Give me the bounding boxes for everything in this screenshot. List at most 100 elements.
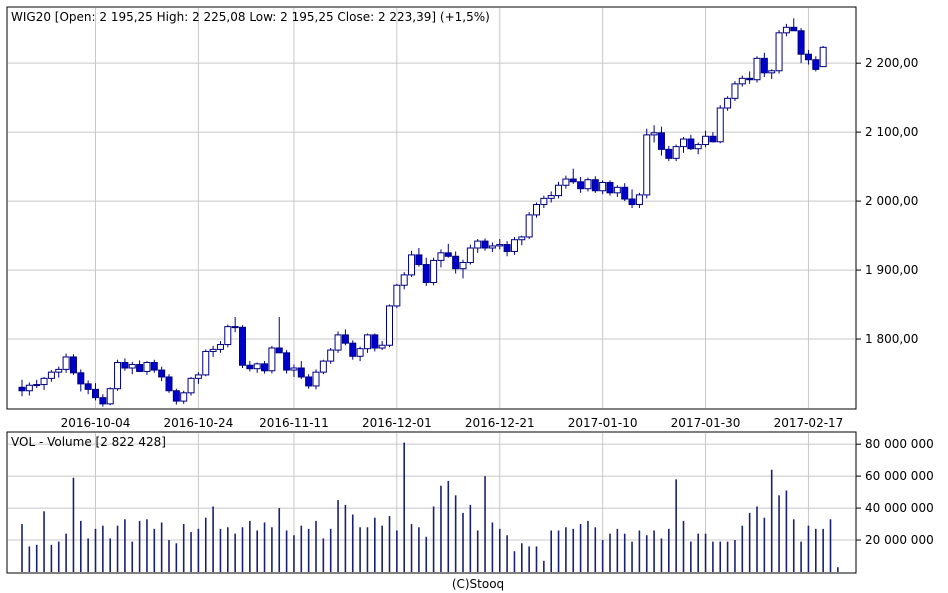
candle xyxy=(591,176,599,193)
candle-body-up xyxy=(143,361,151,372)
price-x-tick-label: 2017-01-30 xyxy=(671,416,741,430)
candle-body-up xyxy=(738,77,746,85)
candle xyxy=(694,142,702,155)
candle-body-down xyxy=(305,376,313,387)
candle-body-down xyxy=(665,148,673,159)
candle-body-down xyxy=(606,181,614,194)
candle-body-up xyxy=(430,259,438,283)
candle-body-down xyxy=(790,26,798,32)
candle xyxy=(562,175,570,189)
candle xyxy=(804,50,812,65)
candle-body-up xyxy=(562,178,570,186)
candle-body-down xyxy=(165,376,173,392)
candle-body-down xyxy=(92,388,99,399)
candle xyxy=(69,354,77,375)
candle-body-up xyxy=(547,195,555,199)
candle-body-up xyxy=(224,326,232,346)
candle-body-down xyxy=(569,178,577,183)
candle-body-down xyxy=(746,77,754,81)
candle-body-down xyxy=(158,369,166,378)
candle-body-up xyxy=(290,367,298,371)
candle xyxy=(55,366,63,378)
candle xyxy=(92,383,99,401)
candle xyxy=(187,376,195,396)
candle xyxy=(430,257,438,286)
candle xyxy=(194,372,202,384)
candle-body-up xyxy=(459,261,467,270)
candle-body-up xyxy=(635,194,643,206)
candle-body-down xyxy=(812,59,820,70)
candle xyxy=(510,236,518,255)
candle-body-down xyxy=(657,132,665,150)
candle-body-down xyxy=(77,372,85,385)
candle-body-up xyxy=(643,134,651,196)
candlestick-series xyxy=(18,18,827,407)
candle xyxy=(503,241,511,257)
candle-body-up xyxy=(819,46,827,68)
candle-body-down xyxy=(444,252,452,257)
price-x-tick-label: 2016-12-01 xyxy=(362,416,432,430)
volume-y-axis: 20 000 000 40 000 000 60 000 000 80 000 000 xyxy=(856,437,934,547)
candle-body-down xyxy=(136,364,144,372)
candle-body-up xyxy=(474,240,482,249)
candle xyxy=(128,361,136,375)
candle-body-up xyxy=(488,245,496,249)
price-x-tick-label: 2016-10-24 xyxy=(164,416,234,430)
candle xyxy=(466,244,474,265)
candle xyxy=(665,145,673,162)
candle xyxy=(628,189,636,208)
candle xyxy=(283,350,291,374)
candle-body-up xyxy=(386,305,393,346)
candle-body-up xyxy=(599,181,607,192)
candle xyxy=(275,316,283,354)
candle-body-up xyxy=(25,384,33,392)
candle-body-up xyxy=(731,83,739,99)
candle xyxy=(33,379,41,388)
candle-body-up xyxy=(613,186,621,194)
candle xyxy=(657,126,665,156)
candle xyxy=(584,177,592,192)
candle-body-up xyxy=(128,364,136,369)
candle xyxy=(165,374,173,393)
candle xyxy=(518,235,526,246)
candle-body-up xyxy=(782,26,790,34)
candle-body-down xyxy=(621,186,629,200)
candle xyxy=(555,181,563,199)
candle-body-down xyxy=(503,244,511,252)
stooq-credit: (C)Stooq xyxy=(452,577,504,591)
price-x-tick-label: 2017-02-17 xyxy=(774,416,844,430)
candle xyxy=(533,202,540,218)
candle-body-down xyxy=(172,390,180,402)
candle xyxy=(378,341,386,351)
candle xyxy=(47,370,55,382)
candle xyxy=(422,257,430,286)
candle-body-down xyxy=(422,264,430,283)
candle-body-up xyxy=(753,57,761,81)
candle-body-up xyxy=(437,252,445,261)
volume-y-tick-label: 60 000 000 xyxy=(865,469,934,483)
candle-body-up xyxy=(694,144,702,150)
candle xyxy=(180,390,188,404)
candle xyxy=(709,132,717,143)
volume-y-tick-label: 40 000 000 xyxy=(865,501,934,515)
candle-body-up xyxy=(466,247,474,263)
candle-body-up xyxy=(716,107,724,143)
candle-body-up xyxy=(194,374,202,379)
volume-y-tick-label: 80 000 000 xyxy=(865,437,934,451)
candle xyxy=(760,52,768,77)
candle-body-down xyxy=(797,30,805,55)
candle xyxy=(782,23,790,37)
price-x-grid xyxy=(95,8,809,408)
candle-body-down xyxy=(452,255,460,270)
candle-body-down xyxy=(18,386,26,392)
candle-body-up xyxy=(334,334,342,351)
candle xyxy=(319,359,327,375)
candle xyxy=(408,250,416,277)
candle xyxy=(459,259,467,279)
candle-body-up xyxy=(202,350,210,376)
candle-body-up xyxy=(327,349,335,362)
candle-body-up xyxy=(510,239,518,252)
price-plot-frame xyxy=(6,6,857,410)
candle-body-up xyxy=(768,70,776,74)
candle xyxy=(158,366,166,382)
